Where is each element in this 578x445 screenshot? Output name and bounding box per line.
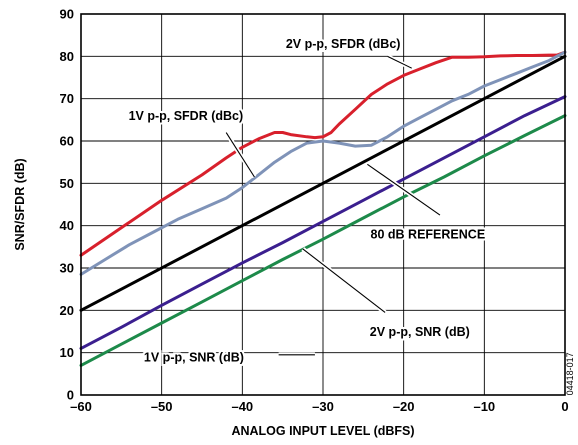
x-tick-label: –50	[151, 399, 173, 414]
x-tick-label: –20	[393, 399, 415, 414]
y-tick-label: 80	[60, 49, 74, 64]
y-tick-label: 50	[60, 176, 74, 191]
x-tick-label: 0	[561, 399, 568, 414]
annotation-label: 1V p-p, SFDR (dBc)	[129, 109, 244, 123]
y-tick-label: 0	[67, 388, 74, 403]
annotation-leader-1	[225, 132, 255, 178]
annotation-leader-2	[367, 163, 441, 216]
y-tick-label: 10	[60, 345, 74, 360]
series-line-3	[79, 95, 567, 350]
series-line-1	[79, 50, 567, 276]
series-line-2	[79, 54, 567, 312]
x-axis-title: ANALOG INPUT LEVEL (dBFS)	[231, 424, 414, 438]
y-tick-label: 20	[60, 303, 74, 318]
annotations: 2V p-p, SFDR (dBc) 1V p-p, SFDR (dBc) 80 d…	[127, 35, 488, 366]
plot-frame	[80, 13, 566, 396]
y-tick-label: 70	[60, 91, 74, 106]
annotation-label: 1V p-p, SNR (dB)	[144, 350, 244, 364]
y-tick-label: 90	[60, 7, 74, 22]
annotation-label: 2V p-p, SNR (dB)	[370, 325, 470, 339]
x-tick-label: –40	[231, 399, 253, 414]
y-axis-title: SNR/SFDR (dB)	[13, 158, 27, 250]
series-lines	[79, 50, 567, 367]
x-tick-label: –10	[473, 399, 495, 414]
annotation-leader-0	[387, 55, 412, 69]
annotation-leader-3	[302, 248, 386, 313]
tick-labels: –60 –50 –40 –30 –20 –10 0 0 10 20 30 40 50 60 70 80 90	[60, 7, 569, 415]
series-line-0	[79, 50, 567, 257]
x-tick-label: –60	[70, 399, 92, 414]
figure-id: 04418-017	[565, 352, 575, 395]
y-tick-label: 40	[60, 218, 74, 233]
annotation-label: 80 dB REFERENCE	[371, 228, 486, 242]
annotation-label: 2V p-p, SFDR (dBc)	[286, 37, 401, 51]
x-tick-label: –30	[312, 399, 334, 414]
series-line-4	[79, 114, 567, 367]
y-tick-label: 60	[60, 134, 74, 149]
y-tick-label: 30	[60, 261, 74, 276]
